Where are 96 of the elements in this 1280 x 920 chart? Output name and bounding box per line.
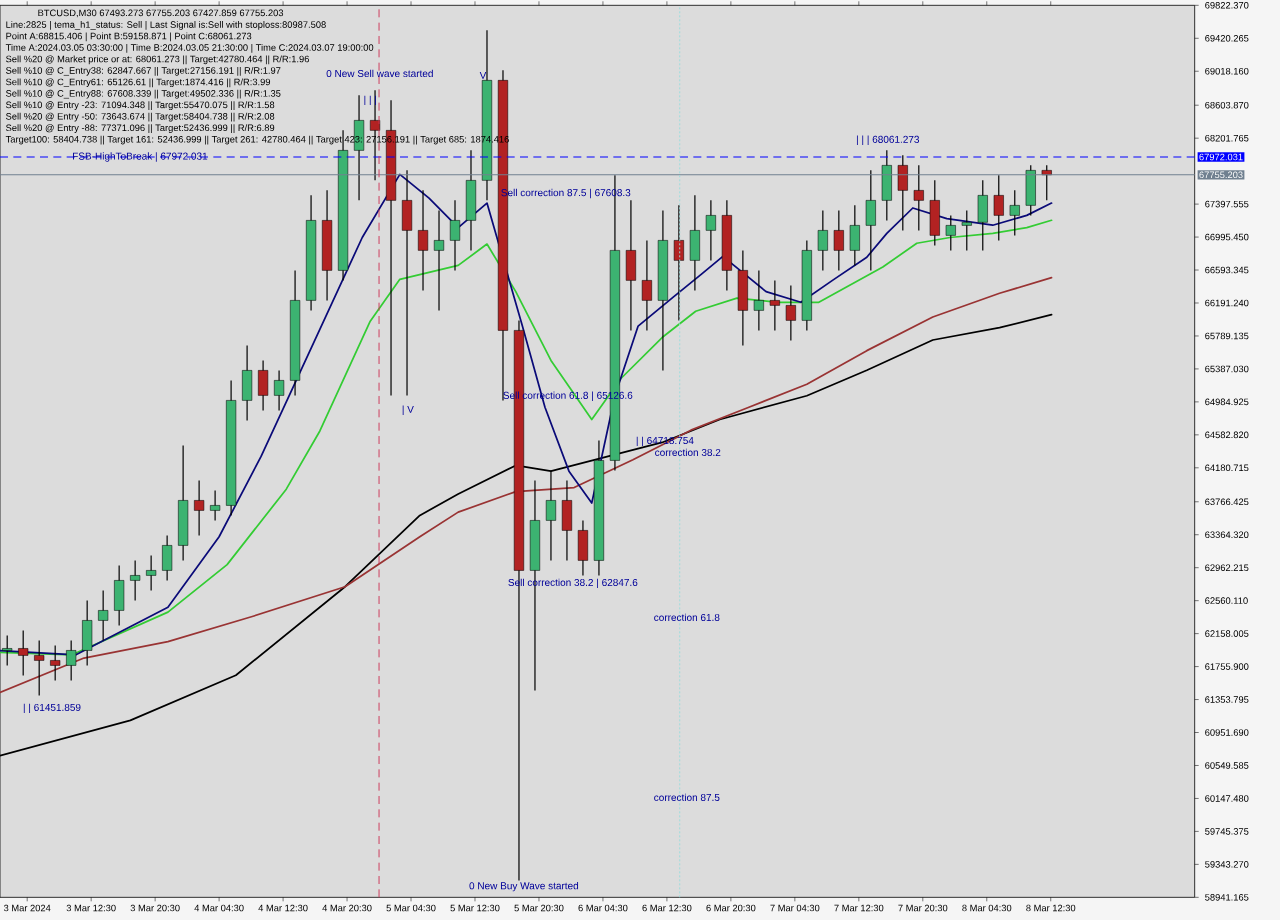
y-tick-label: 65387.030 — [1205, 365, 1249, 373]
x-tick-label: 7 Mar 20:30 — [898, 904, 948, 912]
x-tick-label: 3 Mar 20:30 — [130, 904, 180, 912]
candlestick — [833, 209, 844, 271]
y-tick-label: 68201.765 — [1205, 134, 1249, 142]
candlestick — [1009, 189, 1020, 236]
y-tick-label: 67397.555 — [1205, 200, 1249, 208]
x-tick-label: 3 Mar 2024 — [3, 904, 51, 912]
annotation: correction 61.8 — [654, 613, 720, 621]
y-tick-label: 65789.135 — [1205, 332, 1249, 340]
candlestick — [130, 559, 141, 602]
y-tick-label: 66995.450 — [1205, 233, 1249, 241]
y-tick-label: 63364.320 — [1205, 531, 1249, 539]
ref-line-label: 67972.031 — [1199, 153, 1243, 161]
annotation: V — [479, 71, 487, 79]
candlestick — [50, 644, 61, 682]
candlestick — [817, 209, 828, 271]
candlestick — [785, 284, 796, 341]
y-tick-label: 69018.160 — [1205, 67, 1249, 75]
x-tick-label: 3 Mar 12:30 — [66, 904, 116, 912]
annotation: Time A:2024.03.05 03:30:00 | Time B:2024.03.05 21:30:00 | Time C:2024.03.07 19:00:00 — [5, 44, 374, 53]
x-tick-label: 8 Mar 12:30 — [1026, 904, 1076, 912]
y-tick-label: 59343.270 — [1205, 861, 1249, 868]
annotation: Sell %20 @ Market price or at: 68061.273 || Target:42780.464 || R/R:1.96 — [6, 55, 309, 65]
annotation: Point A:68815.406 | Point B:59158.871 | Point C:68061.273 — [6, 32, 252, 42]
candlestick — [433, 209, 445, 311]
annotation: | | | — [364, 95, 377, 106]
candlestick — [274, 369, 285, 411]
annotation: 0 New Buy Wave started — [469, 881, 579, 892]
y-tick-label: 64180.715 — [1205, 464, 1249, 472]
x-tick-label: 5 Mar 12:30 — [450, 904, 500, 912]
y-tick-label: 59745.375 — [1205, 828, 1249, 835]
candlestick — [34, 639, 45, 697]
y-tick-label: 63766.425 — [1205, 498, 1249, 506]
candlestick — [913, 164, 924, 231]
y-tick-label: 58941.165 — [1205, 894, 1249, 901]
y-tick-label: 66593.345 — [1205, 266, 1249, 274]
y-tick-label: 68603.870 — [1205, 101, 1249, 109]
y-tick-label: 60951.690 — [1205, 729, 1249, 736]
annotation: Sell %20 @ Entry -88: 77371.096 || Target:52436.999 || R/R:6.89 — [6, 124, 275, 133]
y-tick-label: 60147.480 — [1205, 795, 1249, 802]
annotation: | V — [402, 405, 414, 415]
candlestick — [449, 199, 461, 271]
chart-title: BTCUSD,M30 67493.273 67755.203 67427.859 67755.203 — [38, 9, 284, 18]
candlestick — [945, 214, 956, 251]
x-tick-label: 7 Mar 04:30 — [770, 904, 820, 912]
x-tick-label: 4 Mar 12:30 — [258, 904, 308, 912]
y-tick-label: 69822.370 — [1205, 2, 1249, 9]
x-tick-label: 6 Mar 04:30 — [578, 904, 628, 912]
x-tick-label: 6 Mar 12:30 — [642, 904, 692, 912]
candlestick — [993, 174, 1004, 241]
line-series — [0, 276, 1053, 694]
candlestick — [961, 209, 972, 251]
y-tick-label: 69420.265 — [1205, 34, 1249, 42]
x-tick-label: 4 Mar 04:30 — [194, 904, 244, 912]
y-tick-label: 64984.925 — [1205, 398, 1249, 406]
x-tick-label: 5 Mar 20:30 — [514, 904, 564, 912]
y-tick-label: 61353.795 — [1205, 696, 1249, 703]
y-tick-label: 60549.585 — [1205, 762, 1249, 769]
y-tick-label: 64582.820 — [1205, 431, 1249, 439]
annotation: Line:2825 | tema_h1_status: Sell | Last Signal is:Sell with stoploss:80987.508 — [6, 21, 326, 30]
annotation: Sell %10 @ C_Entry88: 67608.339 || Target:49502.336 || R/R:1.35 — [6, 89, 281, 99]
annotation: Sell %10 @ C_Entry61: 65126.61 || Target:1874.416 || R/R:3.99 — [6, 78, 271, 88]
candlestick — [705, 199, 716, 261]
candlestick — [641, 239, 652, 331]
x-tick-label: 8 Mar 04:30 — [962, 904, 1012, 912]
candlestick — [194, 479, 205, 537]
annotation: Sell %10 @ C_Entry38: 62847.667 || Target:27156.191 || R/R:1.97 — [6, 66, 281, 76]
y-tick-label: 66191.240 — [1205, 299, 1249, 307]
candlestick — [210, 489, 221, 522]
candlestick — [146, 554, 157, 592]
y-tick-label: 62560.110 — [1205, 597, 1248, 604]
y-tick-label: 62962.215 — [1205, 564, 1249, 571]
candlestick — [66, 639, 77, 682]
annotation: correction 38.2 — [655, 448, 721, 456]
candlestick — [18, 629, 29, 677]
x-tick-label: 4 Mar 20:30 — [322, 904, 372, 912]
candlestick — [673, 204, 684, 321]
annotation: | | 61451.859 — [23, 703, 81, 713]
candlestick — [417, 189, 429, 291]
annotation: FSB-HighToBreak | 67972.031 — [73, 152, 208, 162]
x-tick-label: 7 Mar 12:30 — [834, 904, 884, 912]
x-tick-label: 6 Mar 20:30 — [706, 904, 756, 912]
candlestick — [545, 469, 557, 562]
x-tick-label: 5 Mar 04:30 — [386, 904, 436, 912]
annotation: Sell %10 @ Entry -23: 71094.348 || Target:55470.075 || R/R:1.58 — [6, 101, 275, 111]
annotation: | | | 68061.273 — [856, 135, 920, 145]
y-tick-label: 62158.005 — [1205, 630, 1249, 637]
candlestick — [98, 589, 109, 642]
candlestick — [769, 279, 780, 331]
candlestick — [753, 269, 764, 331]
annotation: Sell %20 @ Entry -50: 73643.674 || Target:58404.738 || R/R:2.08 — [6, 112, 275, 122]
ref-line-label: 67755.203 — [1199, 171, 1243, 179]
annotation: 0 New Sell wave started — [326, 69, 433, 78]
annotation: correction 87.5 — [654, 793, 720, 802]
y-tick-label: 61755.900 — [1205, 663, 1249, 670]
